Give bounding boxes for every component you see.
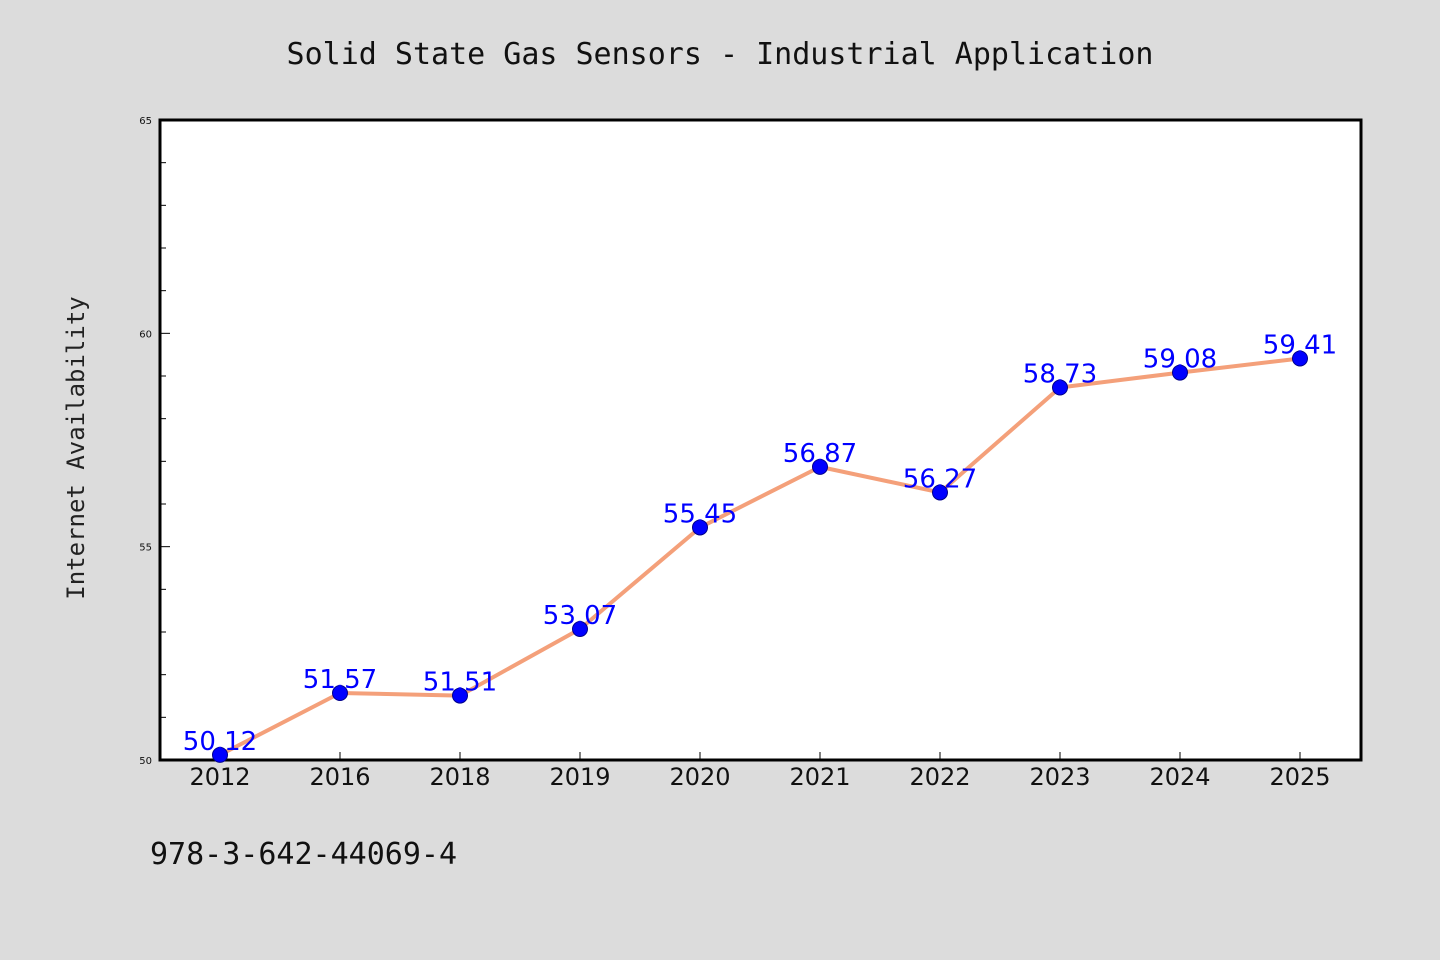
y-tick-label: 55 <box>139 543 152 554</box>
x-tick-label: 2024 <box>1149 763 1210 791</box>
x-tick-label: 2012 <box>189 763 250 791</box>
data-label: 58.73 <box>1023 360 1097 390</box>
x-tick-label: 2019 <box>549 763 610 791</box>
data-label: 50.12 <box>183 727 257 757</box>
chart-title: Solid State Gas Sensors - Industrial App… <box>287 37 1154 72</box>
y-axis-label: Internet Availability <box>62 296 90 599</box>
data-point <box>1172 364 1188 381</box>
y-tick-label: 65 <box>139 116 152 127</box>
data-label: 51.57 <box>303 665 377 695</box>
data-point <box>452 687 468 704</box>
data-point <box>572 621 588 638</box>
x-tick-label: 2021 <box>789 763 850 791</box>
data-point <box>1292 350 1308 367</box>
y-tick-label: 60 <box>139 329 152 340</box>
data-point <box>212 746 228 763</box>
data-point <box>812 458 828 475</box>
data-point <box>332 685 348 702</box>
data-point <box>692 519 708 536</box>
x-tick-label: 2018 <box>429 763 490 791</box>
data-label: 53.07 <box>543 601 617 631</box>
x-tick-label: 2022 <box>909 763 970 791</box>
isbn-text: 978-3-642-44069-4 <box>150 837 457 872</box>
data-point <box>1052 379 1068 396</box>
data-label: 59.08 <box>1143 345 1217 375</box>
series-line <box>219 356 1301 757</box>
data-label: 56.27 <box>903 464 977 494</box>
data-point <box>932 484 948 501</box>
data-label: 59.41 <box>1263 331 1337 361</box>
x-tick-label: 2020 <box>669 763 730 791</box>
data-label: 55.45 <box>663 499 737 529</box>
series-layer: 50.12 51.57 51.51 53.07 55.45 56.87 56.27 58.73… <box>183 331 1337 763</box>
y-tick-label: 50 <box>139 756 152 767</box>
y-axis: 50 55 60 65 <box>139 116 170 767</box>
x-axis: 2012 2016 2018 2019 2020 2021 2022 2023 2024 2025 <box>189 752 1331 791</box>
data-label: 51.51 <box>423 668 497 698</box>
x-tick-label: 2025 <box>1269 763 1330 791</box>
x-tick-label: 2023 <box>1029 763 1090 791</box>
data-label: 56.87 <box>783 439 857 469</box>
plot-area <box>158 118 1363 762</box>
x-tick-label: 2016 <box>309 763 370 791</box>
